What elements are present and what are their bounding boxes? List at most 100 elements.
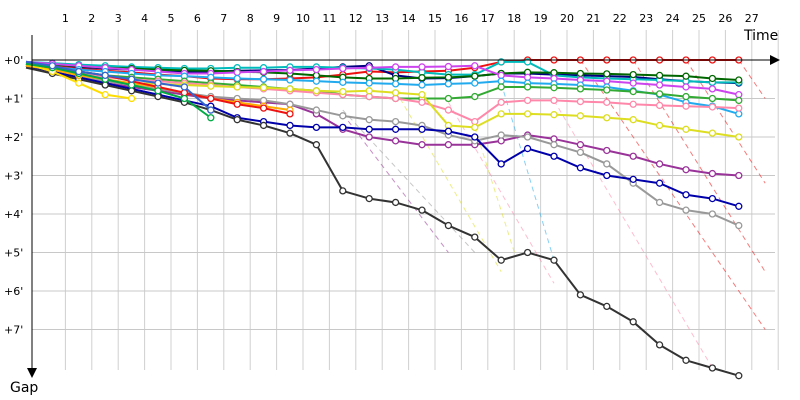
data-point bbox=[233, 100, 241, 108]
data-point bbox=[655, 121, 664, 130]
x-tick-label: 1 bbox=[62, 12, 69, 25]
data-point bbox=[603, 171, 611, 180]
data-point bbox=[207, 73, 215, 81]
series-line bbox=[25, 64, 740, 208]
data-point bbox=[207, 82, 215, 90]
data-point bbox=[629, 87, 637, 96]
data-point bbox=[629, 70, 637, 79]
data-point bbox=[418, 125, 426, 133]
data-point bbox=[735, 202, 743, 210]
data-point bbox=[523, 133, 532, 141]
y-tick-label: +6' bbox=[4, 285, 23, 298]
data-point bbox=[418, 74, 426, 82]
data-point bbox=[708, 85, 717, 93]
data-point bbox=[576, 97, 585, 106]
data-point bbox=[286, 110, 294, 118]
data-point bbox=[682, 83, 690, 91]
x-tick-label: 8 bbox=[247, 12, 254, 25]
data-point bbox=[418, 141, 426, 149]
data-point bbox=[207, 106, 215, 114]
data-point bbox=[735, 76, 743, 84]
x-tick-label: 5 bbox=[168, 12, 175, 25]
dropout-line bbox=[447, 102, 555, 284]
data-point bbox=[207, 94, 215, 103]
data-point bbox=[682, 166, 690, 174]
x-tick-label: 11 bbox=[322, 12, 336, 25]
series bbox=[25, 60, 743, 84]
data-point bbox=[497, 71, 505, 80]
data-point bbox=[391, 80, 400, 88]
dropout-line bbox=[474, 127, 515, 253]
data-point bbox=[708, 103, 717, 111]
data-point bbox=[233, 74, 241, 83]
data-point bbox=[286, 85, 294, 93]
data-point bbox=[682, 191, 690, 199]
data-point bbox=[550, 135, 558, 143]
data-point bbox=[259, 121, 268, 130]
data-point bbox=[629, 116, 637, 124]
data-point bbox=[682, 206, 690, 214]
data-point bbox=[180, 83, 189, 91]
data-point bbox=[655, 198, 664, 207]
x-tick-label: 9 bbox=[273, 12, 280, 25]
data-point bbox=[180, 89, 189, 97]
dropout-line bbox=[632, 59, 766, 273]
data-point bbox=[259, 84, 268, 92]
data-point bbox=[365, 116, 373, 124]
data-point bbox=[444, 73, 453, 81]
series-line bbox=[25, 60, 739, 84]
x-tick-label: 12 bbox=[349, 12, 363, 25]
x-tick-label: 7 bbox=[220, 12, 227, 25]
dropout-line bbox=[579, 59, 766, 330]
data-point bbox=[682, 356, 690, 364]
data-point bbox=[365, 133, 373, 141]
data-point bbox=[655, 101, 664, 110]
x-tick-label: 17 bbox=[481, 12, 495, 25]
data-point bbox=[708, 129, 717, 137]
series-line bbox=[25, 66, 740, 377]
data-point bbox=[497, 137, 505, 145]
x-tick-label: 22 bbox=[613, 12, 627, 25]
data-point bbox=[391, 89, 400, 97]
data-point bbox=[735, 96, 743, 105]
data-point bbox=[75, 79, 83, 87]
x-tick-label: 4 bbox=[141, 12, 148, 25]
data-point bbox=[682, 125, 690, 133]
data-point bbox=[576, 85, 585, 93]
data-point bbox=[735, 110, 743, 118]
data-point bbox=[444, 106, 453, 114]
data-point bbox=[154, 79, 162, 87]
data-point bbox=[655, 179, 664, 187]
data-point bbox=[523, 96, 532, 105]
data-point bbox=[550, 69, 558, 77]
data-point bbox=[682, 72, 690, 80]
y-tick-label: +2' bbox=[4, 131, 23, 144]
x-tick-label: 3 bbox=[115, 12, 122, 25]
data-point bbox=[497, 98, 505, 106]
series bbox=[25, 60, 215, 114]
data-point bbox=[576, 148, 585, 157]
data-point bbox=[101, 81, 109, 89]
data-point bbox=[497, 256, 505, 264]
data-point bbox=[312, 77, 321, 85]
data-point bbox=[629, 79, 637, 87]
data-point bbox=[497, 110, 505, 118]
y-tick-label: +1' bbox=[4, 93, 23, 106]
data-point bbox=[603, 160, 611, 168]
data-point bbox=[550, 152, 558, 160]
data-point bbox=[365, 87, 373, 95]
data-point bbox=[629, 152, 637, 160]
data-point bbox=[339, 112, 347, 120]
x-tick-label: 20 bbox=[560, 12, 574, 25]
data-point bbox=[233, 83, 241, 91]
data-point bbox=[233, 68, 241, 76]
y-tick-labels: +0' +1' +2' +3' +4' +5' +6' +7' bbox=[4, 54, 23, 337]
data-point bbox=[339, 123, 347, 132]
data-point bbox=[75, 67, 83, 76]
x-tick-label: 19 bbox=[534, 12, 548, 25]
data-point bbox=[312, 65, 321, 74]
data-point bbox=[444, 127, 453, 135]
data-point bbox=[523, 83, 532, 91]
data-point bbox=[471, 62, 479, 70]
y-tick-label: +5' bbox=[4, 247, 23, 260]
